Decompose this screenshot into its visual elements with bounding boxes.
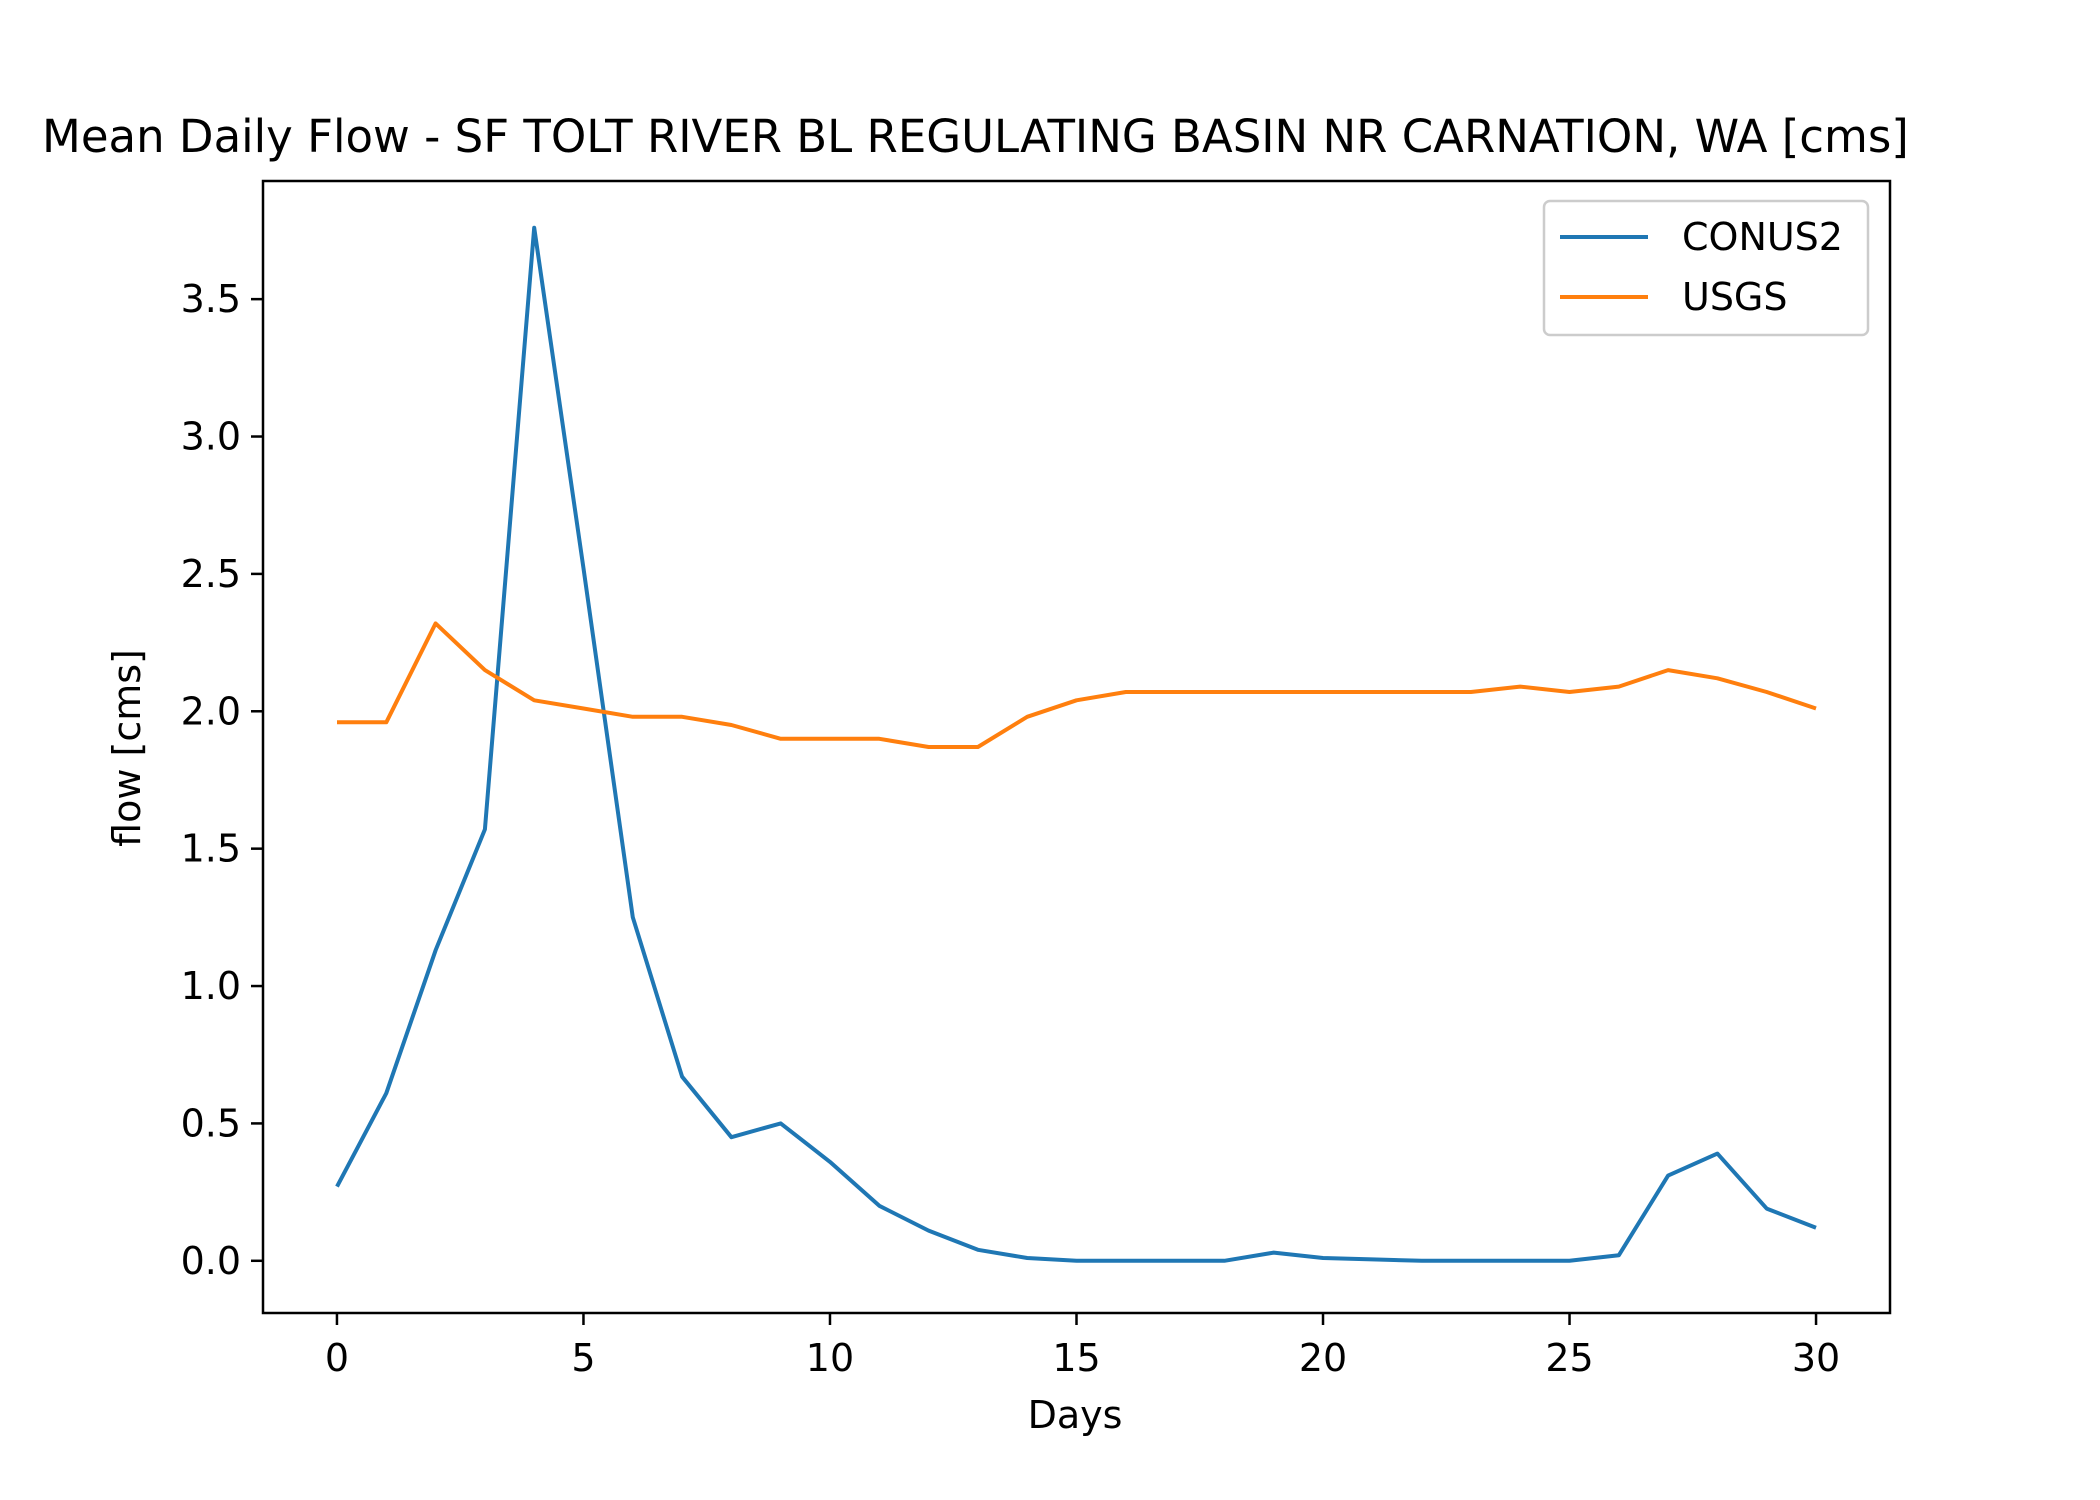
series-lines <box>335 225 1817 1263</box>
y-tick-label: 3.0 <box>181 415 241 459</box>
y-tick-label: 0.5 <box>181 1101 241 1145</box>
y-tick-label: 2.5 <box>181 552 241 596</box>
y-tick-label: 2.0 <box>181 689 241 733</box>
legend-label-usgs: USGS <box>1682 275 1788 319</box>
x-tick-label: 5 <box>571 1336 595 1380</box>
series-line-conus2 <box>335 225 1817 1263</box>
y-tick-label: 1.5 <box>181 827 241 871</box>
x-tick-label: 25 <box>1545 1336 1593 1380</box>
y-tick-label: 1.0 <box>181 964 241 1008</box>
x-tick-label: 30 <box>1792 1336 1840 1380</box>
series-line-usgs <box>337 621 1817 749</box>
legend: CONUS2 USGS <box>1542 199 1870 337</box>
plot-area: 0 5 10 15 20 25 30 0.0 0.5 1.0 1.5 2.0 2.5 3.0 3.5 <box>181 179 1892 1380</box>
axes-frame <box>261 179 1892 1315</box>
x-tick-label: 20 <box>1299 1336 1347 1380</box>
x-tick-label: 10 <box>806 1336 854 1380</box>
y-tick-label: 0.0 <box>181 1239 241 1283</box>
chart-title: Mean Daily Flow - SF TOLT RIVER BL REGUL… <box>42 110 1909 163</box>
x-tick-label: 0 <box>325 1336 349 1380</box>
y-axis-label: flow [cms] <box>105 649 149 847</box>
legend-label-conus2: CONUS2 <box>1682 215 1843 259</box>
y-tick-label: 3.5 <box>181 277 241 321</box>
legend-box <box>1542 199 1870 337</box>
x-axis-label: Days <box>1028 1393 1123 1437</box>
x-tick-label: 15 <box>1052 1336 1100 1380</box>
